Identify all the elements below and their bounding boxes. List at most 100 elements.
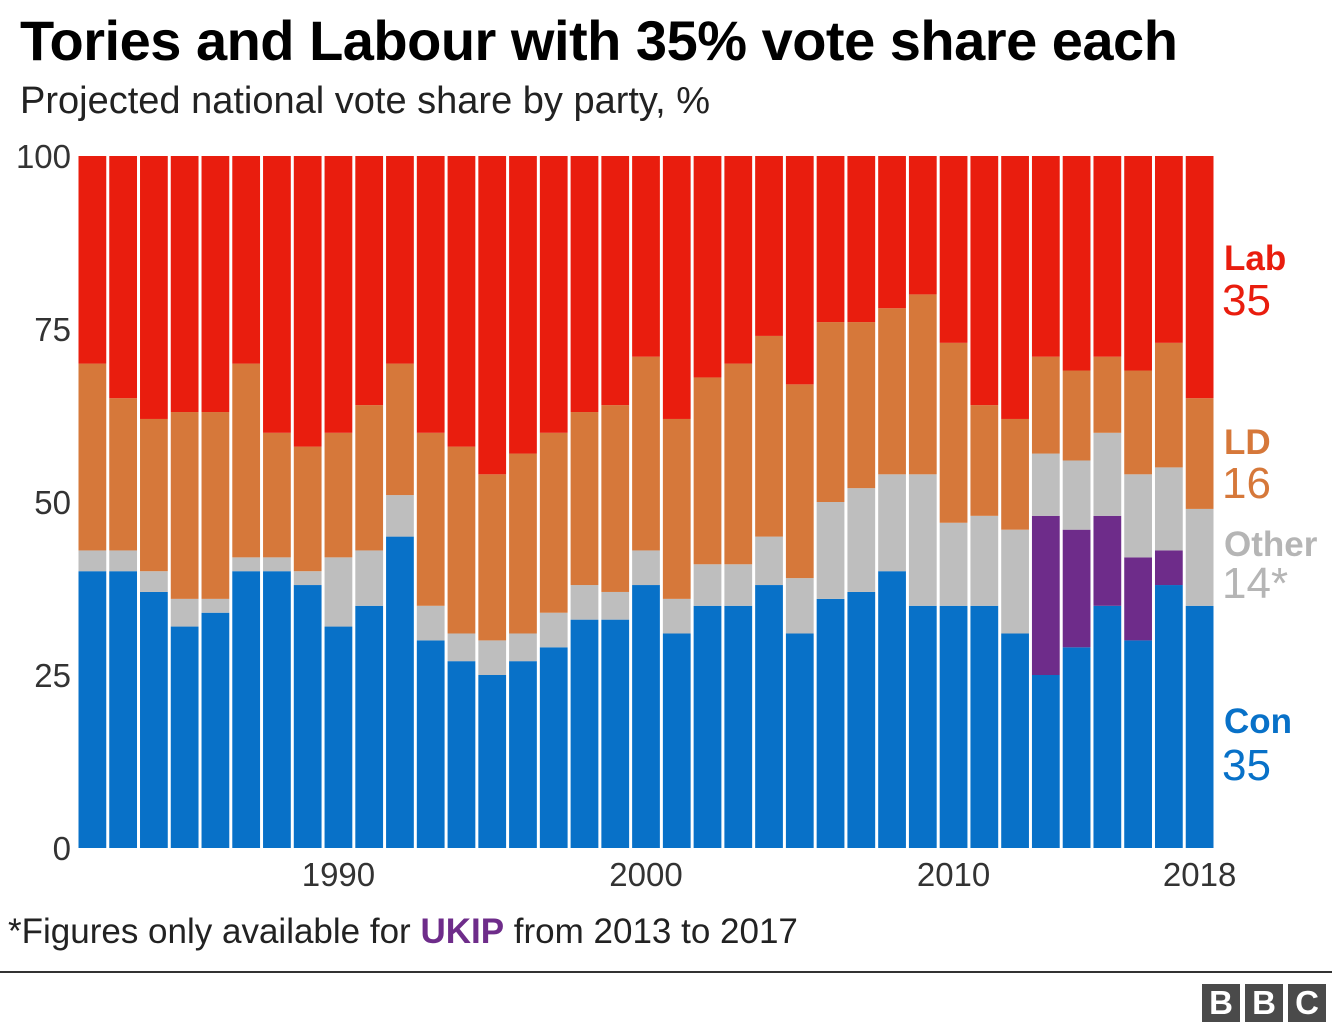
bar-ld-2011	[970, 405, 999, 516]
bar-ukip-2014	[1062, 529, 1091, 648]
bar-con-1990	[324, 626, 353, 848]
bar-ld-1997	[539, 432, 568, 613]
bar-other-2002	[693, 564, 722, 606]
bar-ld-2006	[816, 322, 845, 502]
bar-lab-2003	[724, 156, 753, 364]
x-tick-label: 2018	[1163, 856, 1236, 893]
bar-other-1998	[570, 585, 599, 620]
bar-other-1987	[232, 557, 261, 572]
bar-other-2010	[939, 522, 968, 606]
bar-ld-2001	[662, 418, 691, 599]
bar-other-2005	[785, 578, 814, 634]
bar-ld-2002	[693, 377, 722, 565]
bar-con-1985	[170, 626, 199, 848]
bar-lab-2002	[693, 156, 722, 378]
bar-con-2012	[1001, 633, 1029, 848]
footnote: *Figures only available for UKIP from 20…	[8, 912, 798, 952]
bar-lab-2007	[847, 156, 876, 323]
bar-other-2008	[878, 474, 906, 572]
bar-ld-1986	[201, 412, 230, 599]
bar-ld-2003	[724, 363, 753, 565]
logo-letter: B	[1245, 984, 1283, 1022]
bar-ld-2012	[1001, 418, 1029, 530]
bar-con-2011	[970, 605, 999, 848]
bar-lab-2014	[1062, 156, 1091, 371]
bar-lab-1991	[355, 156, 384, 406]
footnote-text-end: from 2013 to 2017	[504, 912, 798, 951]
bar-lab-2004	[755, 156, 783, 336]
bar-con-2002	[693, 605, 722, 848]
y-tick-label: 25	[34, 657, 71, 694]
bar-lab-2008	[878, 156, 906, 309]
bar-other-1996	[509, 633, 537, 662]
bar-other-1999	[601, 591, 630, 620]
bar-con-2008	[878, 571, 906, 848]
bar-con-2015	[1093, 605, 1122, 848]
bar-other-2014	[1062, 460, 1091, 530]
end-value-con: 35	[1222, 741, 1271, 790]
bar-con-1998	[570, 619, 599, 848]
bar-lab-1993	[416, 156, 445, 433]
end-value-ld: 16	[1222, 459, 1271, 508]
end-value-other: 14*	[1222, 559, 1288, 608]
bar-other-2009	[908, 474, 937, 606]
bar-lab-2011	[970, 156, 999, 406]
bar-ld-1983	[109, 398, 138, 551]
bar-other-1992	[386, 495, 414, 537]
bar-lab-1999	[601, 156, 630, 406]
bar-other-2006	[816, 502, 845, 599]
bar-other-1984	[140, 571, 168, 592]
bar-lab-1986	[201, 156, 230, 413]
bar-lab-2000	[632, 156, 660, 357]
bar-other-1991	[355, 550, 384, 606]
bar-ld-1999	[601, 405, 630, 592]
x-tick-label: 1990	[302, 856, 375, 893]
bar-con-1994	[447, 661, 476, 848]
bar-other-2016	[1124, 474, 1152, 558]
bar-other-2007	[847, 488, 876, 592]
bar-other-2000	[632, 550, 660, 586]
x-tick-label: 2010	[917, 856, 990, 893]
y-tick-label: 50	[34, 484, 71, 521]
bar-other-1994	[447, 633, 476, 662]
bar-ld-1985	[170, 412, 199, 599]
bar-ld-1984	[140, 418, 168, 572]
bar-ld-2013	[1031, 356, 1060, 454]
bar-ld-1992	[386, 363, 414, 496]
footnote-ukip: UKIP	[420, 912, 505, 951]
bar-ld-2010	[939, 342, 968, 523]
bar-lab-2001	[662, 156, 691, 419]
bar-con-1991	[355, 605, 384, 848]
bar-other-2017	[1154, 467, 1183, 551]
bar-lab-1998	[570, 156, 599, 413]
bar-con-1992	[386, 536, 414, 848]
chart-subtitle: Projected national vote share by party, …	[20, 80, 711, 122]
bar-other-1986	[201, 598, 230, 613]
chart-title: Tories and Labour with 35% vote share ea…	[20, 9, 1178, 72]
bar-lab-2010	[939, 156, 968, 343]
bar-lab-1995	[478, 156, 507, 475]
bar-con-2007	[847, 591, 876, 848]
bar-lab-1985	[170, 156, 199, 413]
bar-lab-1987	[232, 156, 261, 364]
bar-other-1990	[324, 557, 353, 627]
bar-other-2018	[1185, 508, 1214, 606]
bar-ld-1995	[478, 474, 507, 641]
bar-con-2010	[939, 605, 968, 848]
bar-ld-2014	[1062, 370, 1091, 461]
bar-con-1996	[509, 661, 537, 848]
bar-ukip-2013	[1031, 515, 1060, 675]
bar-ld-2007	[847, 322, 876, 489]
bar-ukip-2016	[1124, 557, 1152, 641]
bar-other-2013	[1031, 453, 1060, 516]
bar-lab-1984	[140, 156, 168, 419]
bar-other-2004	[755, 536, 783, 586]
bar-con-2013	[1031, 675, 1060, 848]
bar-lab-2006	[816, 156, 845, 323]
bar-other-2003	[724, 564, 753, 606]
bbc-logo: B B C	[1202, 984, 1326, 1022]
bar-ld-2018	[1185, 398, 1214, 509]
bar-ld-1988	[263, 432, 291, 558]
bar-con-1984	[140, 591, 168, 848]
